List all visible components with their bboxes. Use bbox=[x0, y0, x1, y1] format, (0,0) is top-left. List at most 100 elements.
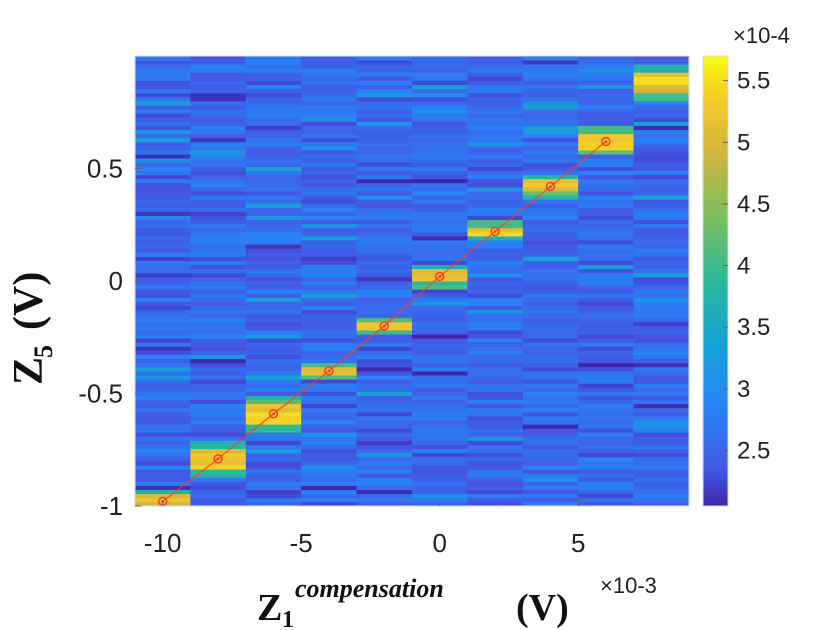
heatmap-cell bbox=[245, 465, 302, 470]
heatmap-cell bbox=[190, 240, 247, 245]
heatmap-cell bbox=[190, 473, 247, 478]
heatmap-cell bbox=[135, 129, 191, 135]
heatmap-cell bbox=[467, 297, 524, 302]
heatmap-cell bbox=[578, 338, 634, 343]
heatmap-cell bbox=[578, 240, 634, 245]
fit-marker bbox=[213, 454, 223, 464]
heatmap-cell bbox=[522, 64, 579, 69]
heatmap-cell bbox=[633, 444, 689, 450]
heatmap-cell bbox=[301, 211, 357, 216]
heatmap-cell bbox=[412, 424, 468, 429]
heatmap-cell bbox=[245, 166, 302, 171]
heatmap-cell bbox=[633, 150, 689, 155]
heatmap-cell bbox=[633, 64, 689, 69]
heatmap-cell bbox=[190, 195, 247, 200]
heatmap-cell bbox=[578, 105, 634, 110]
heatmap-cell bbox=[301, 461, 357, 466]
heatmap-cell bbox=[190, 440, 247, 446]
heatmap-cell bbox=[467, 207, 524, 212]
x-tick-label: 5 bbox=[571, 528, 585, 558]
heatmap-cell bbox=[245, 227, 302, 233]
heatmap-cell bbox=[467, 227, 524, 233]
heatmap-cell bbox=[467, 428, 524, 433]
heatmap-cell bbox=[245, 170, 302, 176]
heatmap-cell bbox=[467, 411, 524, 417]
heatmap-cell bbox=[522, 342, 579, 347]
heatmap-cell bbox=[301, 379, 357, 384]
heatmap-cell bbox=[633, 285, 689, 290]
heatmap-cell bbox=[467, 403, 524, 409]
heatmap-cell bbox=[578, 424, 634, 429]
heatmap-cell bbox=[412, 219, 468, 225]
heatmap-cell bbox=[522, 354, 579, 360]
heatmap-cell bbox=[467, 96, 524, 102]
heatmap-cell bbox=[245, 199, 302, 204]
heatmap-cell bbox=[135, 186, 191, 192]
heatmap-cell bbox=[633, 432, 689, 437]
heatmap-cell bbox=[135, 260, 191, 266]
heatmap-cell bbox=[412, 456, 468, 462]
heatmap-cell bbox=[633, 469, 689, 474]
heatmap-cell bbox=[412, 166, 468, 171]
heatmap-cell bbox=[578, 428, 634, 433]
heatmap-cell bbox=[135, 395, 191, 401]
heatmap-cell bbox=[301, 92, 357, 98]
heatmap-cell bbox=[467, 264, 524, 270]
heatmap-cell bbox=[301, 113, 357, 118]
heatmap-cell bbox=[135, 84, 191, 90]
heatmap-cell bbox=[356, 297, 413, 302]
heatmap-cell bbox=[578, 469, 634, 474]
heatmap-cell bbox=[245, 113, 302, 118]
heatmap-cell bbox=[633, 146, 689, 151]
heatmap-cell bbox=[135, 366, 191, 372]
heatmap-cell bbox=[301, 64, 357, 69]
heatmap-cell bbox=[412, 133, 468, 139]
heatmap-cell bbox=[356, 399, 413, 405]
heatmap-cell bbox=[245, 293, 302, 298]
heatmap-cell bbox=[578, 293, 634, 298]
heatmap-cell bbox=[190, 252, 247, 257]
heatmap-cell bbox=[301, 207, 357, 212]
heatmap-cell bbox=[633, 428, 689, 433]
heatmap-cell bbox=[135, 424, 191, 429]
heatmap-cell bbox=[245, 497, 302, 503]
heatmap-cell bbox=[633, 440, 689, 446]
heatmap-cell bbox=[245, 137, 302, 143]
heatmap-cell bbox=[356, 326, 413, 331]
heatmap-cell bbox=[245, 195, 302, 200]
heatmap-cell bbox=[633, 473, 689, 478]
heatmap-cell bbox=[135, 313, 191, 319]
heatmap-cell bbox=[522, 432, 579, 437]
heatmap-cell bbox=[356, 182, 413, 188]
heatmap-cell bbox=[467, 285, 524, 290]
heatmap-cell bbox=[135, 334, 191, 339]
heatmap-cell bbox=[522, 424, 579, 429]
heatmap-cell bbox=[522, 371, 579, 376]
heatmap-cell bbox=[356, 186, 413, 192]
heatmap-cell bbox=[190, 383, 247, 388]
heatmap-cell bbox=[522, 101, 579, 106]
heatmap-cell bbox=[356, 240, 413, 245]
heatmap-cell bbox=[356, 293, 413, 298]
heatmap-cell bbox=[633, 342, 689, 347]
heatmap-cell bbox=[356, 207, 413, 212]
heatmap-cell bbox=[301, 321, 357, 327]
fit-marker bbox=[379, 321, 390, 331]
heatmap-cell bbox=[522, 485, 579, 491]
heatmap-cell bbox=[301, 125, 357, 131]
heatmap-cell bbox=[356, 121, 413, 126]
heatmap-cell bbox=[412, 162, 468, 167]
fit-marker-dot bbox=[549, 185, 552, 188]
heatmap-cell bbox=[467, 92, 524, 98]
heatmap-cell bbox=[190, 211, 247, 216]
fit-marker-dot bbox=[216, 457, 220, 461]
heatmap-cell bbox=[356, 113, 413, 118]
heatmap-cell bbox=[356, 68, 413, 73]
heatmap-cell bbox=[190, 326, 247, 331]
fit-marker-dot bbox=[438, 275, 442, 278]
heatmap-cell bbox=[190, 346, 247, 351]
heatmap-cell bbox=[135, 379, 191, 384]
heatmap-cell bbox=[356, 461, 413, 466]
heatmap-cell bbox=[245, 424, 302, 429]
heatmap-cell bbox=[578, 72, 634, 77]
